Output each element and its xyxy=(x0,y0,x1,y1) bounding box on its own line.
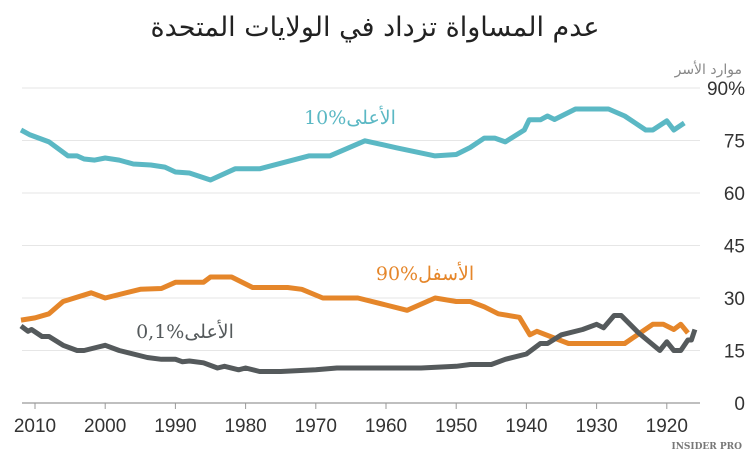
x-tick-label: 2010 xyxy=(14,416,56,437)
series-label: 90%الأسفل xyxy=(376,261,474,285)
y-tick-label: 15 xyxy=(724,342,745,363)
brand-logo: INSIDER PRO xyxy=(671,442,742,452)
y-tick-label: 60 xyxy=(724,184,745,205)
series-label: 0,1%الأعلى xyxy=(136,319,234,343)
y-tick-label: 0 xyxy=(734,394,745,415)
x-tick-label: 1950 xyxy=(435,416,477,437)
y-tick-label: 75 xyxy=(724,132,745,153)
y-tick-label: 30 xyxy=(724,289,745,310)
y-tick-label: 90% xyxy=(707,79,745,100)
x-tick-label: 2000 xyxy=(84,416,126,437)
x-tick-label: 1920 xyxy=(646,416,688,437)
y-axis-label: موارد الأسر xyxy=(674,62,742,78)
x-tick-label: 1960 xyxy=(365,416,407,437)
x-tick-label: 1990 xyxy=(154,416,196,437)
series-line-1 xyxy=(20,274,690,346)
series-label: 10%الأعلى xyxy=(304,105,396,129)
chart-title: عدم المساواة تزداد في الولايات المتحدة xyxy=(150,12,600,43)
x-tick-label: 1940 xyxy=(505,416,547,437)
x-tick-label: 1980 xyxy=(224,416,266,437)
x-tick-label: 1970 xyxy=(295,416,337,437)
y-tick-label: 45 xyxy=(724,237,745,258)
x-tick-label: 1930 xyxy=(575,416,617,437)
series-line-0 xyxy=(19,106,686,183)
